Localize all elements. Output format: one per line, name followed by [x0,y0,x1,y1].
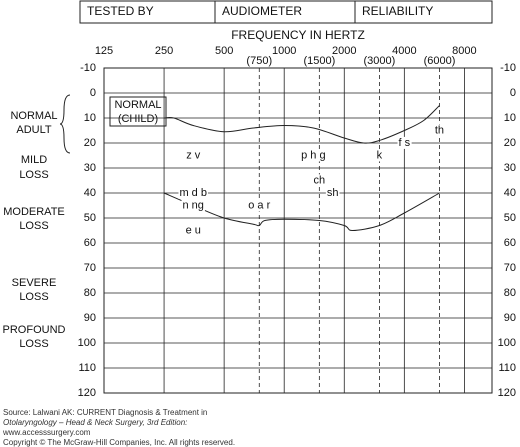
y-tick-label: 30 [504,162,516,174]
phoneme: o a r [248,199,270,211]
phoneme: f s [399,137,411,149]
y-tick-label: 60 [504,237,516,249]
x-tick-label: (750) [246,55,272,67]
y-tick-label: 100 [498,337,516,349]
x-tick-label: 1000 [272,45,296,57]
phoneme: m d b [179,187,207,199]
phoneme-bg [178,186,208,199]
phoneme-bg [300,149,327,162]
y-tick-label: 110 [498,362,516,374]
y-tick-label: 0 [90,87,96,99]
y-tick-label: 10 [84,112,96,124]
phoneme-bg [325,186,340,199]
phoneme: k [377,149,383,161]
y-tick-label: 30 [84,162,96,174]
source-line: www.accesssurgery.com [2,428,91,437]
y-tick-label: 80 [504,287,516,299]
y-tick-label: 40 [504,187,516,199]
phoneme-bg [397,136,412,149]
child-box [109,96,167,127]
x-tick-label: (6000) [424,55,456,67]
phoneme: e u [186,224,201,236]
banana-curve [163,192,440,232]
hearing-level-label: ADULT [16,124,52,136]
brace [59,94,71,154]
x-axis-title: FREQUENCY IN HERTZ [231,28,365,42]
x-tick-label: 250 [155,45,173,57]
y-tick-label: -10 [500,62,516,74]
phoneme-bg [433,124,446,137]
y-tick-label: 70 [504,262,516,274]
header-cell: AUDIOMETER [222,4,302,18]
y-tick-label: 90 [84,312,96,324]
y-tick-label: 50 [84,212,96,224]
phoneme: th [435,124,444,136]
header-box [79,0,493,24]
child-label: NORMAL [114,99,161,111]
phoneme-bg [184,224,202,237]
phoneme: sh [327,187,339,199]
phoneme: ch [314,174,326,186]
header-cell: RELIABILITY [362,4,433,18]
banana-curve [164,105,440,144]
x-tick-label: 8000 [452,45,476,57]
hearing-level-label: NORMAL [10,110,57,122]
child-label: (CHILD) [118,113,158,125]
y-tick-label: 90 [504,312,516,324]
y-tick-label: 40 [84,187,96,199]
y-tick-label: -10 [80,62,96,74]
source-line: Otolaryngology – Head & Neck Surgery, 3r… [3,418,187,427]
x-tick-label: 500 [215,45,233,57]
hearing-level-label: LOSS [19,220,48,232]
y-tick-label: 110 [78,362,96,374]
x-tick-label: 125 [95,45,113,57]
phoneme-bg [181,199,205,212]
phoneme-bg [247,199,272,212]
hearing-level-label: LOSS [19,169,48,181]
y-tick-label: 50 [504,212,516,224]
source-line: Source: Lalwani AK: CURRENT Diagnosis & … [3,408,207,417]
source-line: Copyright © The McGraw-Hill Companies, I… [3,438,235,447]
y-tick-label: 20 [504,137,516,149]
y-tick-label: 120 [498,387,516,399]
hearing-level-label: SEVERE [12,277,57,289]
x-tick-label: 2000 [332,45,356,57]
x-tick-label: 4000 [392,45,416,57]
y-tick-label: 0 [510,87,516,99]
phoneme-bg [312,174,327,187]
y-tick-label: 10 [504,112,516,124]
phoneme: p h g [301,149,325,161]
phoneme: z v [186,149,201,161]
hearing-level-label: MODERATE [3,206,65,218]
y-tick-label: 100 [78,337,96,349]
y-tick-label: 80 [84,287,96,299]
x-tick-label: (3000) [364,55,396,67]
x-tick-label: (1500) [303,55,335,67]
hearing-level-label: PROFOUND [3,324,66,336]
hearing-level-label: LOSS [19,291,48,303]
y-tick-label: 120 [78,387,96,399]
phoneme-bg [185,149,202,162]
y-tick-label: 60 [84,237,96,249]
phoneme: n ng [183,199,204,211]
hearing-level-label: MILD [21,154,47,166]
hearing-level-label: LOSS [19,338,48,350]
header-cell: TESTED BY [87,4,154,18]
y-tick-label: 70 [84,262,96,274]
phoneme-bg [375,149,384,162]
y-tick-label: 20 [84,137,96,149]
